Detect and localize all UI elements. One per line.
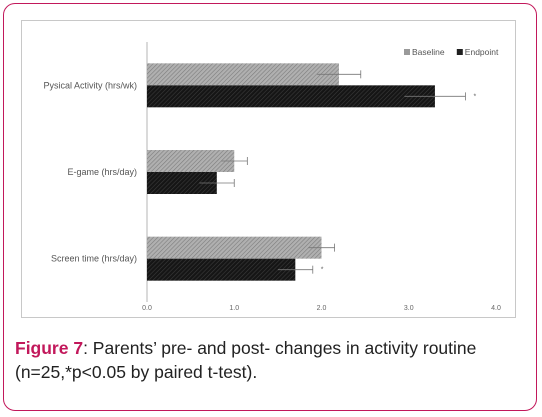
- bar-baseline: [147, 236, 322, 259]
- x-tick-label: 1.0: [229, 305, 239, 312]
- significance-marker: *: [473, 93, 476, 100]
- bar-baseline: [147, 150, 235, 172]
- x-tick-label: 0.0: [142, 305, 152, 312]
- bar-endpoint: [147, 172, 217, 194]
- x-tick-label: 2.0: [317, 305, 327, 312]
- significance-marker: *: [321, 267, 324, 274]
- caption-text-line1: : Parents’ pre- and post- changes in act…: [83, 338, 477, 358]
- legend-label-endpoint: Endpoint: [465, 47, 499, 57]
- legend-swatch-baseline: [404, 49, 410, 55]
- bar-endpoint: [147, 258, 296, 281]
- x-tick-label: 4.0: [491, 305, 501, 312]
- category-label: Screen time (hrs/day): [51, 254, 137, 264]
- x-tick-label: 3.0: [404, 305, 414, 312]
- category-label: Pysical Activity (hrs/wk): [43, 80, 137, 90]
- figure-label: Figure 7: [15, 338, 84, 358]
- bar-baseline: [147, 63, 339, 86]
- legend-swatch-endpoint: [456, 49, 463, 55]
- bar-chart: 0.0 1.0 2.0 3.0 4.0 * Pysical Activity (hrs/wk…: [43, 42, 501, 312]
- figure-caption: Figure 7: Parents’ pre- and post- change…: [15, 336, 530, 384]
- bar-endpoint: [147, 85, 435, 108]
- caption-text-line2: (n=25,*p<0.05 by paired t-test).: [15, 362, 258, 382]
- legend-label-baseline: Baseline: [412, 47, 445, 57]
- category-label: E-game (hrs/day): [67, 167, 137, 177]
